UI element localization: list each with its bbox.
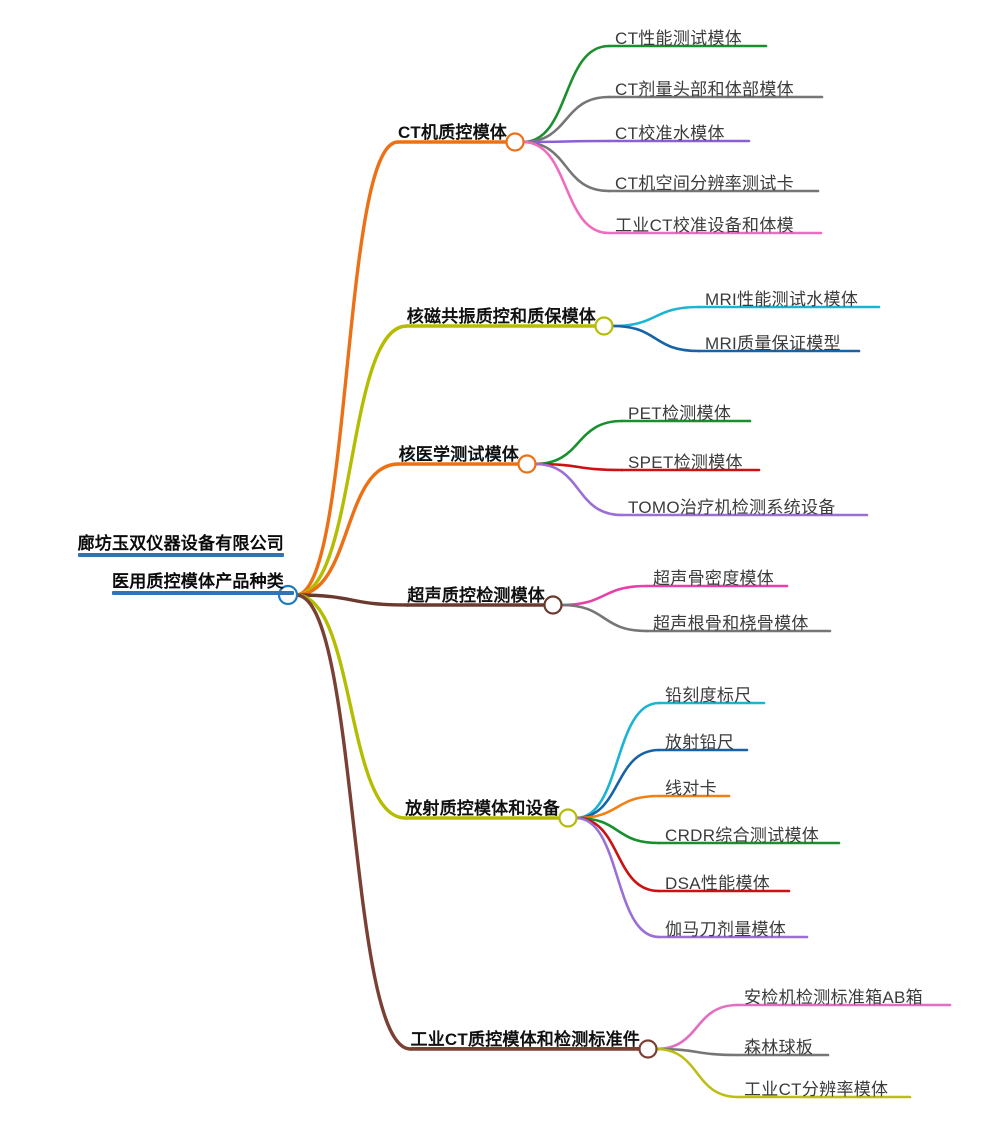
root-title-line1-underline [77,553,284,557]
leaf-label-5-3[interactable]: 线对卡 [665,779,717,798]
mindmap-node-circle[interactable] [543,595,563,615]
leaf-label-6-1[interactable]: 安检机检测标准箱AB箱 [744,988,923,1007]
branch-label-1[interactable]: CT机质控模体 [397,123,507,142]
root-title-line2-underline [112,591,294,595]
mindmap-node-circle[interactable] [505,132,525,152]
leaf-label-1-3[interactable]: CT校准水模体 [615,124,725,143]
leaf-label-2-1[interactable]: MRI性能测试水模体 [705,290,859,309]
leaf-label-2-2[interactable]: MRI质量保证模型 [705,334,841,353]
leaf-label-4-2[interactable]: 超声根骨和桡骨模体 [653,614,809,633]
leaf-label-5-5[interactable]: DSA性能模体 [665,874,771,893]
branch-label-underline [410,1047,640,1049]
leaf-label-3-2[interactable]: SPET检测模体 [628,453,743,472]
branch-label-3[interactable]: 核医学测试模体 [398,445,519,464]
mindmap-node-circle[interactable] [594,316,614,336]
leaf-label-5-1[interactable]: 铅刻度标尺 [665,686,752,705]
branch-label-4[interactable]: 超声质控检测模体 [407,586,545,605]
branch-label-5[interactable]: 放射质控模体和设备 [405,799,560,818]
leaf-label-3-1[interactable]: PET检测模体 [628,404,732,423]
mindmap-node-circle[interactable] [558,808,578,828]
branch-label-6[interactable]: 工业CT质控模体和检测标准件 [410,1030,640,1049]
branch-label-2[interactable]: 核磁共振质控和质保模体 [406,307,596,326]
leaf-label-6-2[interactable]: 森林球板 [744,1038,814,1057]
leaf-label-1-5[interactable]: 工业CT校准设备和体模 [615,216,794,235]
leaf-label-4-1[interactable]: 超声骨密度模体 [653,569,775,588]
leaf-label-1-4[interactable]: CT机空间分辨率测试卡 [615,174,794,193]
mindmap-node-circle[interactable] [517,454,537,474]
root-title-line2: 医用质控模体产品种类 [112,572,284,591]
leaf-label-6-3[interactable]: 工业CT分辨率模体 [744,1080,889,1099]
leaf-label-5-4[interactable]: CRDR综合测试模体 [665,826,820,845]
leaf-label-5-6[interactable]: 伽马刀剂量模体 [665,920,787,939]
mindmap-node-circle[interactable] [277,584,299,606]
leaf-label-1-2[interactable]: CT剂量头部和体部模体 [615,80,794,99]
mindmap-node-circle[interactable] [638,1039,658,1059]
leaf-label-5-2[interactable]: 放射铅尺 [665,733,735,752]
leaf-label-3-3[interactable]: TOMO治疗机检测系统设备 [628,498,836,517]
root-title-line1: 廊坊玉双仪器设备有限公司 [77,534,284,553]
leaf-label-1-1[interactable]: CT性能测试模体 [615,29,743,48]
